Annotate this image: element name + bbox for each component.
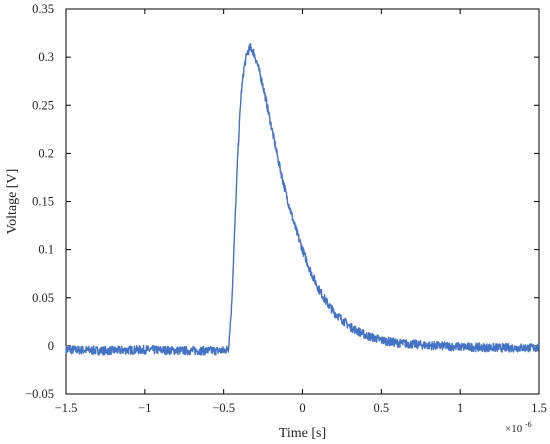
x-tick-label: 0	[299, 401, 305, 415]
series-group	[65, 43, 540, 356]
x-tick-label: −1	[138, 401, 151, 415]
y-tick-label: 0	[48, 339, 54, 353]
series-line	[65, 43, 540, 356]
y-tick-label: 0.05	[32, 291, 54, 305]
axis-ticks	[65, 8, 540, 395]
x-tick-label: 0.5	[374, 401, 390, 415]
plot-frame	[65, 8, 540, 395]
x-axis-multiplier-base: ×10	[505, 423, 523, 435]
y-tick-label: 0.1	[38, 243, 54, 257]
x-axis-multiplier-exponent: -6	[525, 420, 532, 429]
tick-labels: −1.5 −1 −0.5 0 0.5 1 1.5 −0.05 0 0.05 0.1 0.15 0.2 0.…	[25, 2, 547, 415]
y-axis-title: Voltage [V]	[5, 169, 20, 234]
x-tick-label: −1.5	[55, 401, 78, 415]
x-axis-title: Time [s]	[279, 426, 326, 441]
x-tick-label: 1.5	[531, 401, 547, 415]
x-tick-label: −0.5	[212, 401, 235, 415]
y-tick-label: 0.2	[38, 146, 54, 160]
y-tick-label: 0.3	[38, 50, 54, 64]
y-tick-label: 0.35	[32, 2, 54, 16]
y-tick-label: 0.15	[32, 195, 54, 209]
x-tick-label: 1	[457, 401, 463, 415]
y-tick-label: −0.05	[25, 387, 54, 401]
x-axis-multiplier: ×10 -6	[505, 420, 532, 435]
y-tick-label: 0.25	[32, 98, 54, 112]
